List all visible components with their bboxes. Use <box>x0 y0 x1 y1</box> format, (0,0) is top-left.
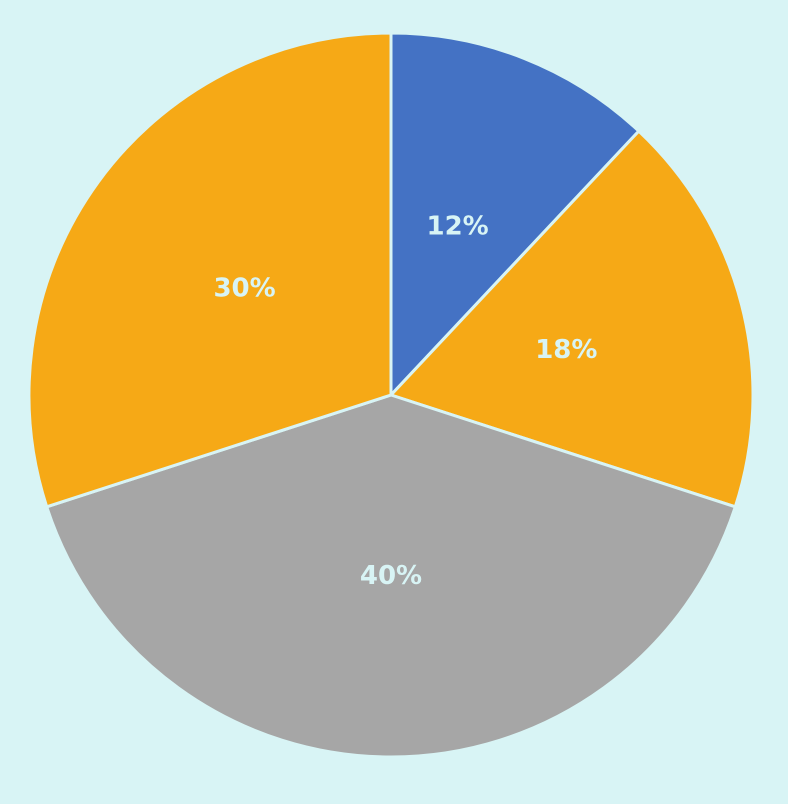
pie-slice-label: 40% <box>360 561 422 591</box>
pie-labels: 12% 18% 40% 30% <box>213 212 597 591</box>
pie-slice-label: 30% <box>213 274 275 304</box>
pie-slice-label: 18% <box>535 335 597 365</box>
pie-slice-30 <box>27 31 393 509</box>
pie-slice-label: 12% <box>427 212 489 242</box>
pie-slices <box>27 31 755 759</box>
pie-slice-40 <box>45 393 737 759</box>
pie-slice-18 <box>389 129 755 509</box>
pie-slice-12 <box>389 31 641 397</box>
